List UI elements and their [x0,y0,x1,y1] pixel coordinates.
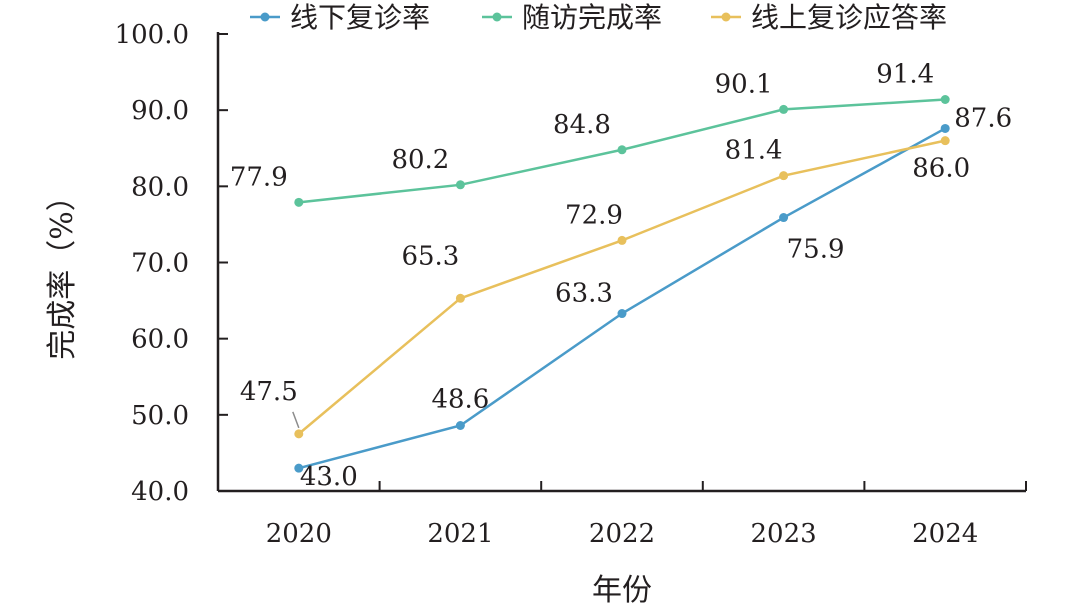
data-point [294,429,304,439]
data-label: 72.9 [565,200,623,230]
legend-swatch-marker [721,12,731,22]
data-label: 48.6 [431,384,489,414]
data-point [455,180,465,190]
x-tick-label: 2024 [912,519,978,549]
data-point [779,213,789,223]
label-leader-line [292,411,300,429]
data-label: 77.9 [230,162,288,192]
legend-label: 随访完成率 [522,1,662,34]
data-point [940,123,950,133]
data-point [455,420,465,430]
y-axis-title: 完成率（%） [45,181,80,360]
y-axis-ticks: 40.0 50.0 60.0 70.0 80.0 90.0 100.0 [115,20,228,507]
data-point [617,235,627,245]
y-tick-label: 70.0 [131,249,189,279]
y-tick-label: 80.0 [131,172,189,202]
data-label: 90.1 [715,69,773,99]
legend-swatch-marker [260,12,270,22]
legend: 线下复诊率 随访完成率 线上复诊应答率 [250,1,947,34]
data-label: 65.3 [401,241,459,271]
y-tick-label: 90.0 [131,96,189,126]
data-point [779,171,789,181]
x-axis-title: 年份 [592,573,652,608]
data-point [617,145,627,155]
data-label: 81.4 [725,136,783,166]
series-line [298,127,946,470]
legend-label: 线下复诊率 [290,1,430,34]
data-label: 86.0 [912,154,970,184]
y-tick-label: 40.0 [131,477,189,507]
data-label: 87.6 [954,103,1012,133]
data-point [940,136,950,146]
data-point [940,95,950,105]
x-tick-label: 2023 [751,519,817,549]
data-point [294,197,304,207]
x-tick-label: 2022 [589,519,655,549]
data-label: 43.0 [300,462,358,492]
data-label: 63.3 [555,279,613,309]
data-labels: 43.0 48.6 63.3 75.9 87.6 77.9 80.2 84.8 90.1 91.4… [230,60,1012,493]
x-axis-ticks: 2020 2021 2022 2023 2024 [217,481,1027,549]
x-tick-label: 2020 [266,519,332,549]
data-point [617,309,627,319]
data-point [779,104,789,114]
data-label: 75.9 [787,235,845,265]
series-line [297,139,946,435]
series-lines [294,95,950,473]
y-tick-label: 100.0 [115,20,189,50]
x-tick-label: 2021 [427,519,493,549]
y-tick-label: 50.0 [131,401,189,431]
data-point [455,293,465,303]
y-tick-label: 60.0 [131,325,189,355]
data-label: 91.4 [876,60,934,90]
legend-swatch-marker [492,12,502,22]
data-label: 80.2 [391,145,449,175]
data-label: 47.5 [240,377,298,407]
legend-label: 线上复诊应答率 [751,1,947,34]
data-label: 84.8 [553,110,611,140]
data-point [294,463,304,473]
